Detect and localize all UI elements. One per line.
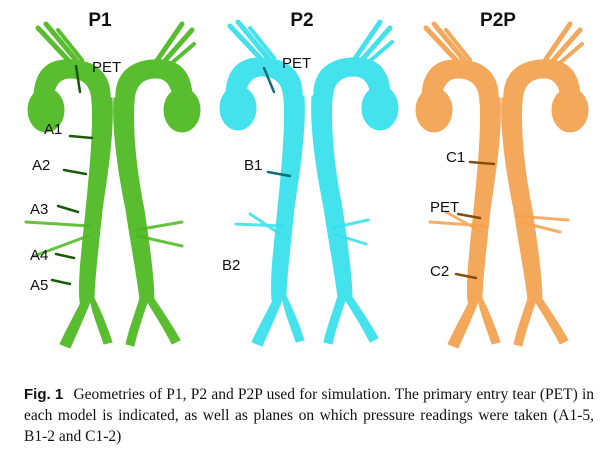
figure-caption: Fig. 1 Geometries of P1, P2 and P2P used… [24,384,594,447]
caption-text: Geometries of P1, P2 and P2P used for si… [24,386,595,445]
caption-number: 1 [54,386,64,403]
p1-label-pet: PET [92,59,121,76]
p2p-right-model [502,24,588,346]
p2-label-b2: B2 [222,257,240,274]
p2-right-model [312,22,398,344]
panel-p1: P1 PET A1 A2 A3 A4 A5 [24,10,200,348]
p1-label-a3: A3 [30,201,48,218]
p2-label-pet: PET [282,55,311,72]
panel-title-p2: P2 [290,10,313,31]
p1-label-a4: A4 [30,247,48,264]
p2p-left-model [416,24,500,348]
panel-p2p: P2P C1 PET C2 [416,10,588,348]
p2p-label-c2: C2 [430,263,449,280]
p1-label-a1: A1 [44,121,62,138]
p1-label-a5: A5 [30,277,48,294]
p2p-label-c1: C1 [446,149,465,166]
p1-label-a2: A2 [32,157,50,174]
panel-title-p1: P1 [88,10,112,31]
panel-title-p2p: P2P [480,10,516,31]
figure-image: P1 PET A1 A2 A3 A4 A5 P2 [24,10,610,360]
p1-right-model [114,24,200,346]
p2p-label-pet: PET [430,199,459,216]
p2-label-b1: B1 [244,157,262,174]
caption-label: Fig. [24,386,51,403]
panel-p2: P2 PET B1 B2 [220,10,398,346]
